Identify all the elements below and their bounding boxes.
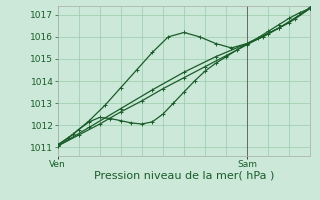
X-axis label: Pression niveau de la mer( hPa ): Pression niveau de la mer( hPa ) <box>94 171 274 181</box>
